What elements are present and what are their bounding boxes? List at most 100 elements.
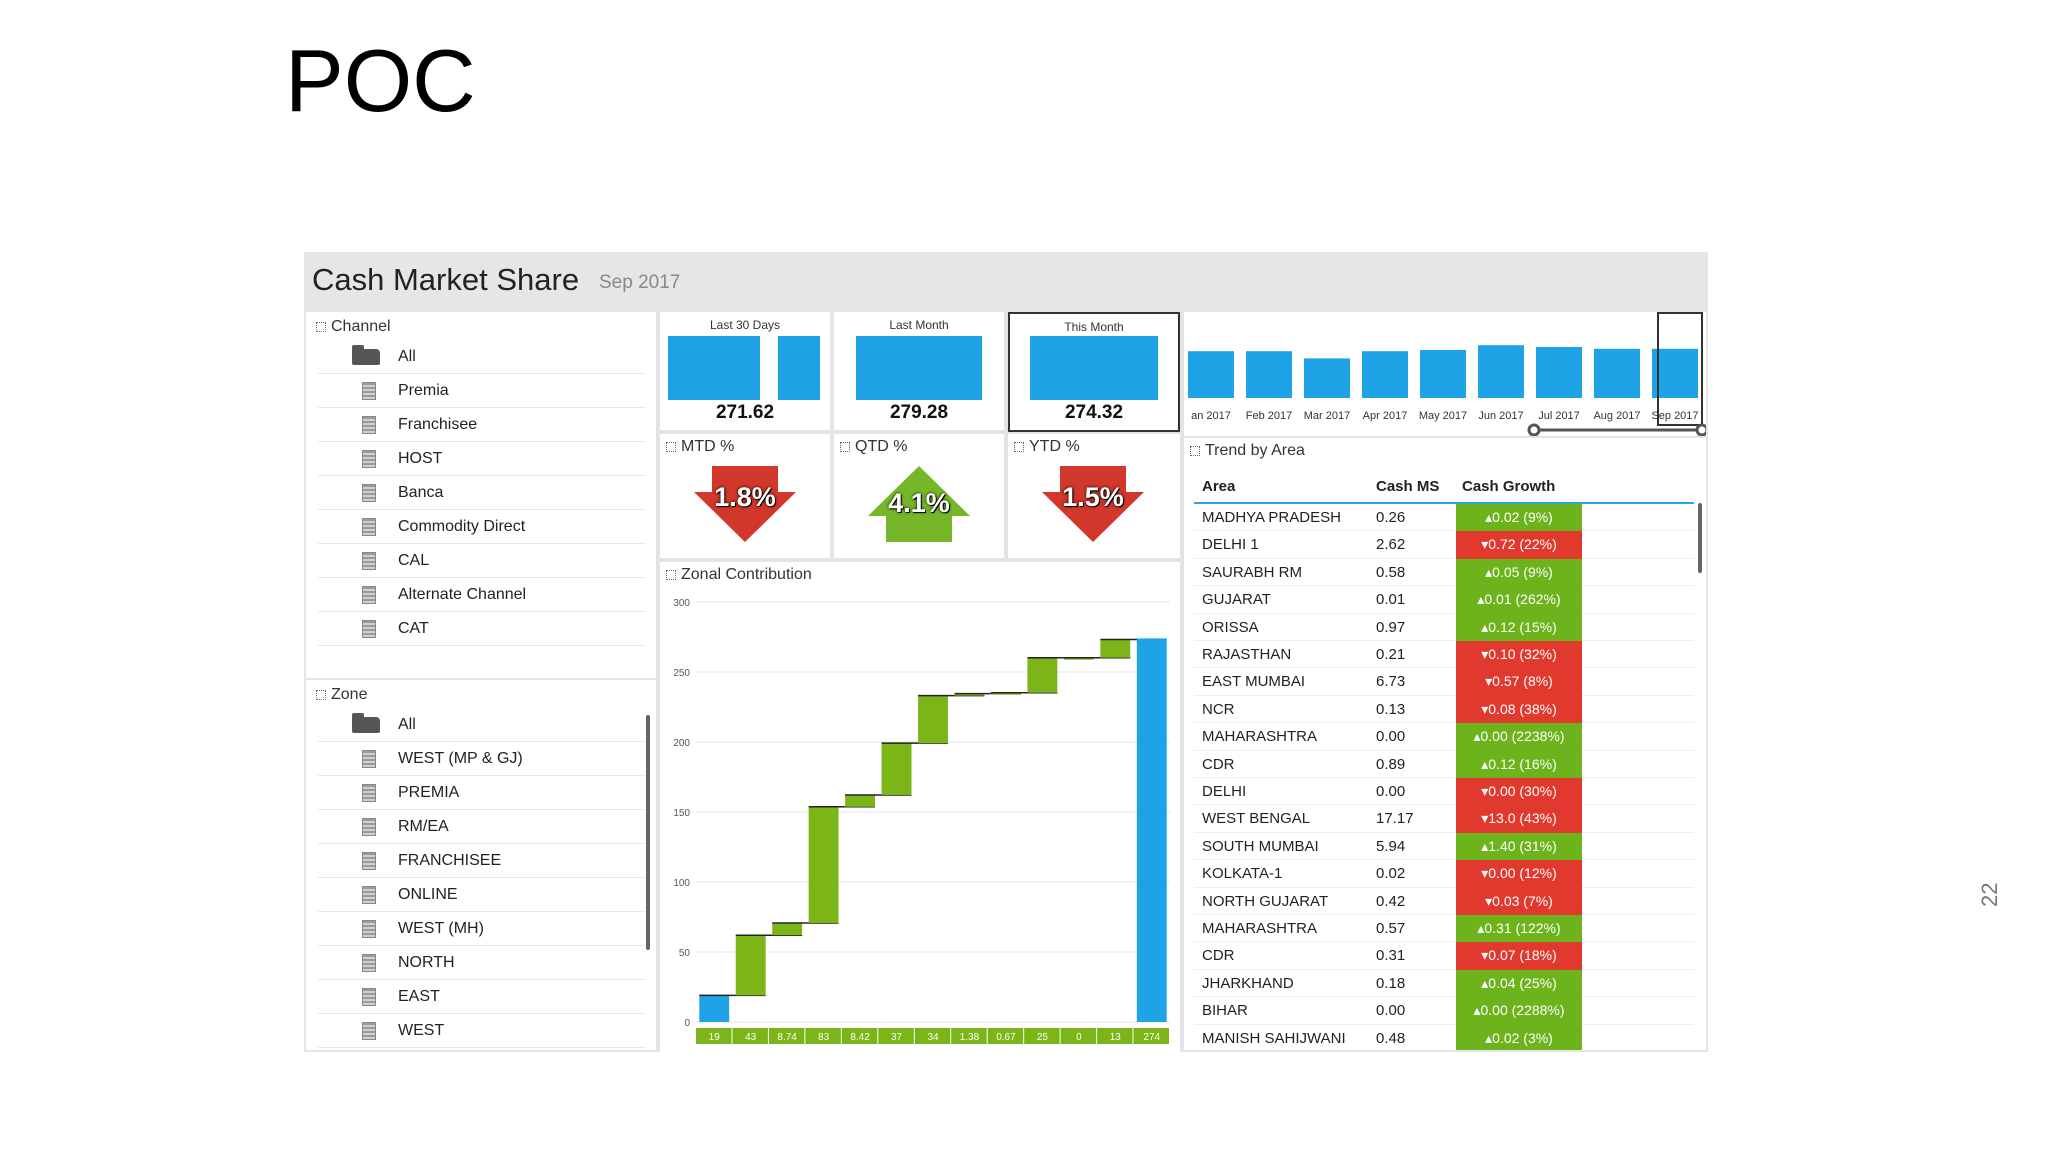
- kpi-label: Last Month: [889, 318, 949, 332]
- zone-item[interactable]: WEST (MP & GJ): [318, 742, 646, 776]
- channel-item[interactable]: Banca: [318, 476, 646, 510]
- area-cell: ORISSA: [1202, 618, 1259, 636]
- month-bar[interactable]: [1478, 345, 1524, 398]
- mtd-arrow: 1.8%: [690, 464, 800, 544]
- range-slider-handle[interactable]: [1695, 423, 1709, 437]
- channel-item-label: Premia: [398, 381, 449, 399]
- header-area[interactable]: Area: [1202, 478, 1236, 495]
- table-row[interactable]: DELHI 1 2.62 ▾0.72 (22%): [1194, 531, 1694, 559]
- channel-item[interactable]: Commodity Direct: [318, 510, 646, 544]
- range-slider-handle[interactable]: [1527, 423, 1541, 437]
- table-row[interactable]: JHARKHAND 0.18 ▴0.04 (25%): [1194, 969, 1694, 998]
- expand-icon[interactable]: [666, 570, 676, 580]
- table-row[interactable]: ORISSA 0.97 ▴0.12 (15%): [1194, 613, 1694, 641]
- channel-item[interactable]: CAL: [318, 544, 646, 578]
- list-icon: [362, 817, 376, 836]
- month-bar[interactable]: [1536, 347, 1582, 398]
- expand-icon[interactable]: [1190, 446, 1200, 456]
- cash-growth-cell: ▾0.00 (30%): [1456, 778, 1582, 806]
- table-row[interactable]: DELHI 0.00 ▾0.00 (30%): [1194, 778, 1694, 806]
- channel-item[interactable]: Franchisee: [318, 408, 646, 442]
- table-row[interactable]: MAHARASHTRA 0.57 ▴0.31 (122%): [1194, 915, 1694, 943]
- area-cell: CDR: [1202, 755, 1235, 773]
- month-selection[interactable]: [1657, 312, 1703, 426]
- zone-scrollbar[interactable]: [646, 715, 650, 950]
- y-tick-label: 0: [684, 1018, 690, 1029]
- zone-item[interactable]: FRANCHISEE: [318, 844, 646, 878]
- channel-item[interactable]: CAT: [318, 612, 646, 646]
- cash-growth-cell: ▴1.40 (31%): [1456, 832, 1582, 861]
- zone-item[interactable]: WEST: [318, 1014, 646, 1048]
- cash-ms-cell: 0.00: [1376, 783, 1406, 800]
- expand-icon[interactable]: [666, 442, 676, 452]
- waterfall-bar[interactable]: [772, 922, 803, 936]
- area-cell: KOLKATA-1: [1202, 865, 1283, 883]
- zone-item[interactable]: All: [318, 708, 646, 742]
- waterfall-bar[interactable]: [1027, 657, 1058, 693]
- month-bar[interactable]: [1594, 348, 1640, 398]
- channel-item-label: Franchisee: [398, 415, 478, 433]
- kpi-last-30-days[interactable]: Last 30 Days 271.62: [660, 312, 830, 430]
- expand-icon[interactable]: [316, 322, 326, 332]
- zone-item[interactable]: NORTH: [318, 946, 646, 980]
- waterfall-bar[interactable]: [881, 743, 912, 795]
- header-cash-growth[interactable]: Cash Growth: [1462, 478, 1556, 495]
- table-row[interactable]: SAURABH RM 0.58 ▴0.05 (9%): [1194, 558, 1694, 587]
- table-row[interactable]: EAST MUMBAI 6.73 ▾0.57 (8%): [1194, 668, 1694, 696]
- table-scrollbar[interactable]: [1698, 503, 1702, 573]
- waterfall-bar[interactable]: [735, 935, 766, 996]
- month-bar[interactable]: [1362, 351, 1408, 398]
- list-icon: [362, 885, 376, 904]
- zone-item[interactable]: ONLINE: [318, 878, 646, 912]
- channel-item[interactable]: Alternate Channel: [318, 578, 646, 612]
- table-row[interactable]: KOLKATA-1 0.02 ▾0.00 (12%): [1194, 860, 1694, 888]
- waterfall-bar[interactable]: [1100, 639, 1131, 658]
- zone-item[interactable]: EAST: [318, 980, 646, 1014]
- channel-item[interactable]: Premia: [318, 374, 646, 408]
- waterfall-bar[interactable]: [699, 995, 730, 1022]
- cash-growth-cell: ▴0.00 (2238%): [1456, 723, 1582, 751]
- table-row[interactable]: WEST BENGAL 17.17 ▾13.0 (43%): [1194, 805, 1694, 833]
- expand-icon[interactable]: [316, 690, 326, 700]
- table-row[interactable]: SOUTH MUMBAI 5.94 ▴1.40 (31%): [1194, 832, 1694, 861]
- table-row[interactable]: RAJASTHAN 0.21 ▾0.10 (32%): [1194, 641, 1694, 669]
- month-bar[interactable]: [1652, 348, 1698, 398]
- waterfall-bar[interactable]: [918, 695, 948, 744]
- kpi-last-month[interactable]: Last Month 279.28: [834, 312, 1004, 430]
- table-row[interactable]: CDR 0.31 ▾0.07 (18%): [1194, 942, 1694, 970]
- month-label: Jul 2017: [1538, 410, 1580, 422]
- kpi-this-month[interactable]: This Month 274.32: [1008, 312, 1180, 432]
- header-cash-ms[interactable]: Cash MS: [1376, 478, 1440, 495]
- waterfall-bar[interactable]: [845, 794, 876, 807]
- month-bar[interactable]: [1188, 351, 1234, 398]
- waterfall-bar[interactable]: [808, 806, 839, 923]
- expand-icon[interactable]: [840, 442, 850, 452]
- month-bar[interactable]: [1246, 351, 1292, 398]
- month-bar[interactable]: [1420, 350, 1466, 398]
- table-row[interactable]: NCR 0.13 ▾0.08 (38%): [1194, 695, 1694, 724]
- expand-icon[interactable]: [1014, 442, 1024, 452]
- table-row[interactable]: NORTH GUJARAT 0.42 ▾0.03 (7%): [1194, 887, 1694, 915]
- month-bar[interactable]: [1304, 358, 1350, 398]
- table-row[interactable]: BIHAR 0.00 ▴0.00 (2288%): [1194, 997, 1694, 1025]
- waterfall-bar[interactable]: [954, 693, 985, 696]
- table-row[interactable]: GUJARAT 0.01 ▴0.01 (262%): [1194, 586, 1694, 614]
- zone-item[interactable]: RM/EA: [318, 810, 646, 844]
- zone-item[interactable]: PREMIA: [318, 776, 646, 810]
- table-row[interactable]: CDR 0.89 ▴0.12 (16%): [1194, 750, 1694, 778]
- table-row[interactable]: MANISH SAHIJWANI 0.48 ▴0.02 (3%): [1194, 1024, 1694, 1050]
- cash-growth-cell: ▾13.0 (43%): [1456, 805, 1582, 833]
- waterfall-bar[interactable]: [1136, 638, 1167, 1022]
- month-trend-chart[interactable]: an 2017 Feb 2017 Mar 2017 Apr 2017 May 2017 J…: [1184, 312, 1709, 437]
- waterfall-bar[interactable]: [1063, 657, 1094, 660]
- channel-item[interactable]: HOST: [318, 442, 646, 476]
- area-cell: JHARKHAND: [1202, 974, 1294, 992]
- channel-item[interactable]: All: [318, 340, 646, 374]
- waterfall-bar[interactable]: [990, 692, 1021, 695]
- zone-item[interactable]: WEST (MH): [318, 912, 646, 946]
- table-row[interactable]: MADHYA PRADESH 0.26 ▴0.02 (9%): [1194, 504, 1694, 532]
- table-row[interactable]: MAHARASHTRA 0.00 ▴0.00 (2238%): [1194, 723, 1694, 751]
- folder-icon: [352, 712, 380, 733]
- folder-icon: [352, 344, 380, 365]
